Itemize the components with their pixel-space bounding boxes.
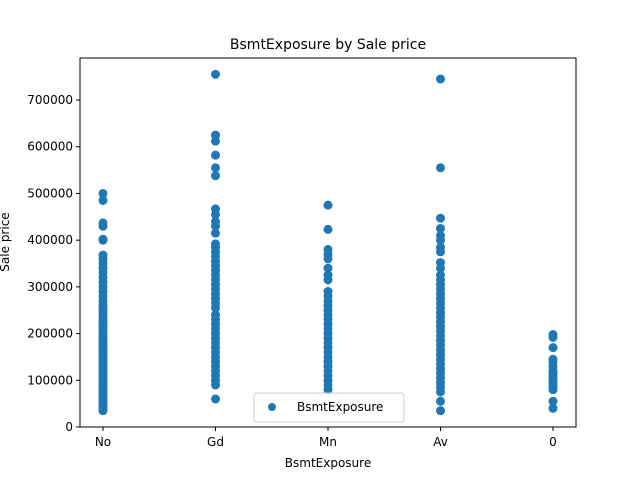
scatter-point-Av-3: [436, 223, 445, 233]
scatter-point-Gd-7: [211, 209, 220, 219]
scatter-point-Gd-4: [211, 163, 220, 173]
y-tick-label-200000: 200000: [27, 327, 73, 341]
scatter-point-No-59: [98, 406, 108, 416]
scatter-point-Gd-3: [211, 150, 220, 160]
scatter-point-0-15: [548, 396, 558, 406]
x-tick-label-Mn: Mn: [319, 435, 337, 449]
scatter-point-No-1: [98, 195, 108, 205]
x-tick-label-Av: Av: [433, 435, 448, 449]
legend-marker: [268, 403, 276, 411]
legend-label: BsmtExposure: [297, 400, 383, 414]
legend-box: [253, 392, 405, 423]
scatter-point-0-16: [548, 403, 558, 413]
y-tick-label-600000: 600000: [27, 140, 73, 154]
scatter-point-No-3: [98, 221, 108, 231]
scatter-point-Mn-7: [323, 275, 333, 285]
plot-frame: [79, 57, 577, 428]
scatter-point-Av-36: [436, 396, 445, 406]
scatter-point-Gd-5: [211, 171, 220, 181]
x-tick-label-Gd: Gd: [207, 435, 224, 449]
x-tick-label-0: 0: [549, 435, 557, 449]
scatter-point-Av-5: [436, 235, 445, 245]
scatter-point-Gd-0: [211, 69, 220, 79]
scatter-point-No-0: [98, 188, 108, 198]
scatter-point-Av-1: [436, 163, 445, 173]
x-tick-label-No: No: [95, 435, 111, 449]
scatter-point-Gd-2: [211, 136, 220, 146]
scatter-point-0-14: [548, 385, 558, 395]
scatter-point-0-2: [548, 343, 558, 353]
ticks-layer: No Gd Mn Av 0 0 100000 200000 300000 400000 500000…: [27, 93, 557, 449]
scatter-point-Av-0: [436, 74, 445, 84]
y-tick-label-0: 0: [65, 420, 73, 434]
y-tick-label-100000: 100000: [27, 373, 73, 387]
y-tick-label-700000: 700000: [27, 93, 73, 107]
points-layer: [98, 69, 558, 416]
scatter-point-Mn-0: [323, 200, 333, 210]
y-tick-label-300000: 300000: [27, 280, 73, 294]
scatter-point-Av-7: [436, 247, 445, 257]
y-axis-label: Sale price: [0, 212, 12, 271]
scatter-point-Gd-41: [211, 380, 220, 390]
scatter-point-Av-9: [436, 263, 445, 273]
scatter-point-Mn-5: [323, 263, 333, 273]
scatter-point-Gd-9: [211, 221, 220, 231]
scatter-point-Mn-4: [323, 254, 333, 264]
scatter-point-Av-37: [436, 406, 445, 416]
scatter-point-Av-35: [436, 387, 445, 397]
scatter-point-Gd-25: [211, 303, 220, 313]
scatter-point-Gd-10: [211, 228, 220, 238]
legend: BsmtExposure: [253, 392, 405, 423]
scatter-point-Gd-42: [211, 394, 220, 404]
y-tick-label-500000: 500000: [27, 186, 73, 200]
scatter-point-Mn-29: [323, 385, 333, 395]
scatter-point-Mn-1: [323, 224, 333, 234]
chart-title: BsmtExposure by Sale price: [230, 37, 426, 53]
scatter-point-No-5: [98, 235, 108, 245]
y-tick-label-400000: 400000: [27, 233, 73, 247]
x-axis-label: BsmtExposure: [285, 456, 371, 470]
scatter-point-Av-2: [436, 213, 445, 223]
scatter-point-0-1: [548, 332, 558, 342]
